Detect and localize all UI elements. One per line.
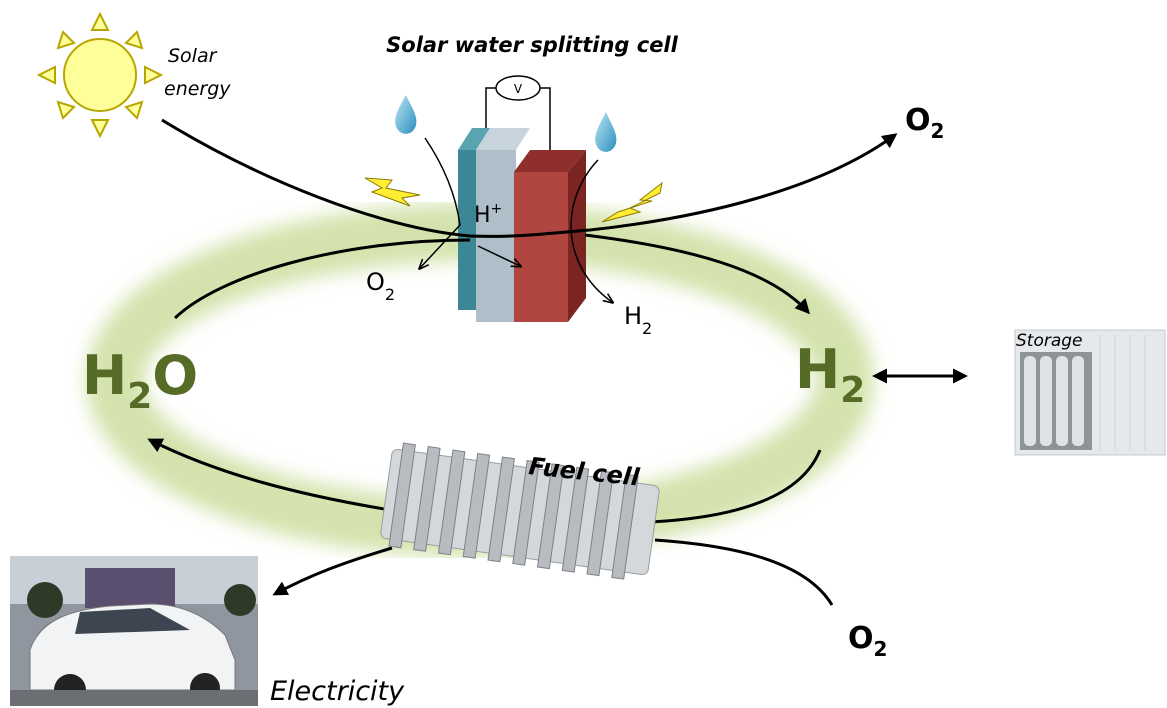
label-part: H — [474, 203, 491, 228]
label-part: 2 — [874, 637, 888, 661]
label-part: O — [152, 344, 198, 407]
cell-title: Solar water splitting cell — [386, 33, 678, 57]
hydrogen-label: H2 — [624, 302, 652, 338]
label-part: H — [795, 338, 840, 401]
oxygen-input: O2 — [848, 621, 887, 661]
electricity-label: Electricity — [270, 676, 405, 707]
oxygen-label: O2 — [366, 268, 395, 304]
label-part: + — [491, 201, 503, 217]
label-part: 2 — [840, 370, 865, 411]
solar-label: energy — [164, 78, 231, 100]
label-part: O — [905, 103, 931, 138]
water-drop — [595, 112, 616, 152]
arrow — [655, 540, 832, 605]
diagram: Solar energy Solar water splitting cell … — [0, 0, 1167, 708]
label-part: 2 — [385, 285, 395, 304]
label-part: 2 — [931, 119, 945, 143]
label-part: H — [82, 344, 127, 407]
label-part: O — [366, 268, 385, 296]
lightning — [365, 178, 420, 206]
label-part: 2 — [127, 376, 152, 417]
solar-label: Solar — [168, 45, 218, 67]
oxygen-output: O2 — [905, 103, 944, 143]
label-part: H — [624, 302, 642, 330]
arrow — [275, 548, 392, 594]
label-part: 2 — [642, 319, 652, 338]
water-drop — [395, 95, 416, 134]
storage-label: Storage — [1016, 331, 1083, 351]
voltmeter-label: V — [514, 82, 523, 96]
label-part: O — [848, 621, 874, 656]
car-photo — [10, 556, 258, 706]
sun — [39, 14, 161, 136]
